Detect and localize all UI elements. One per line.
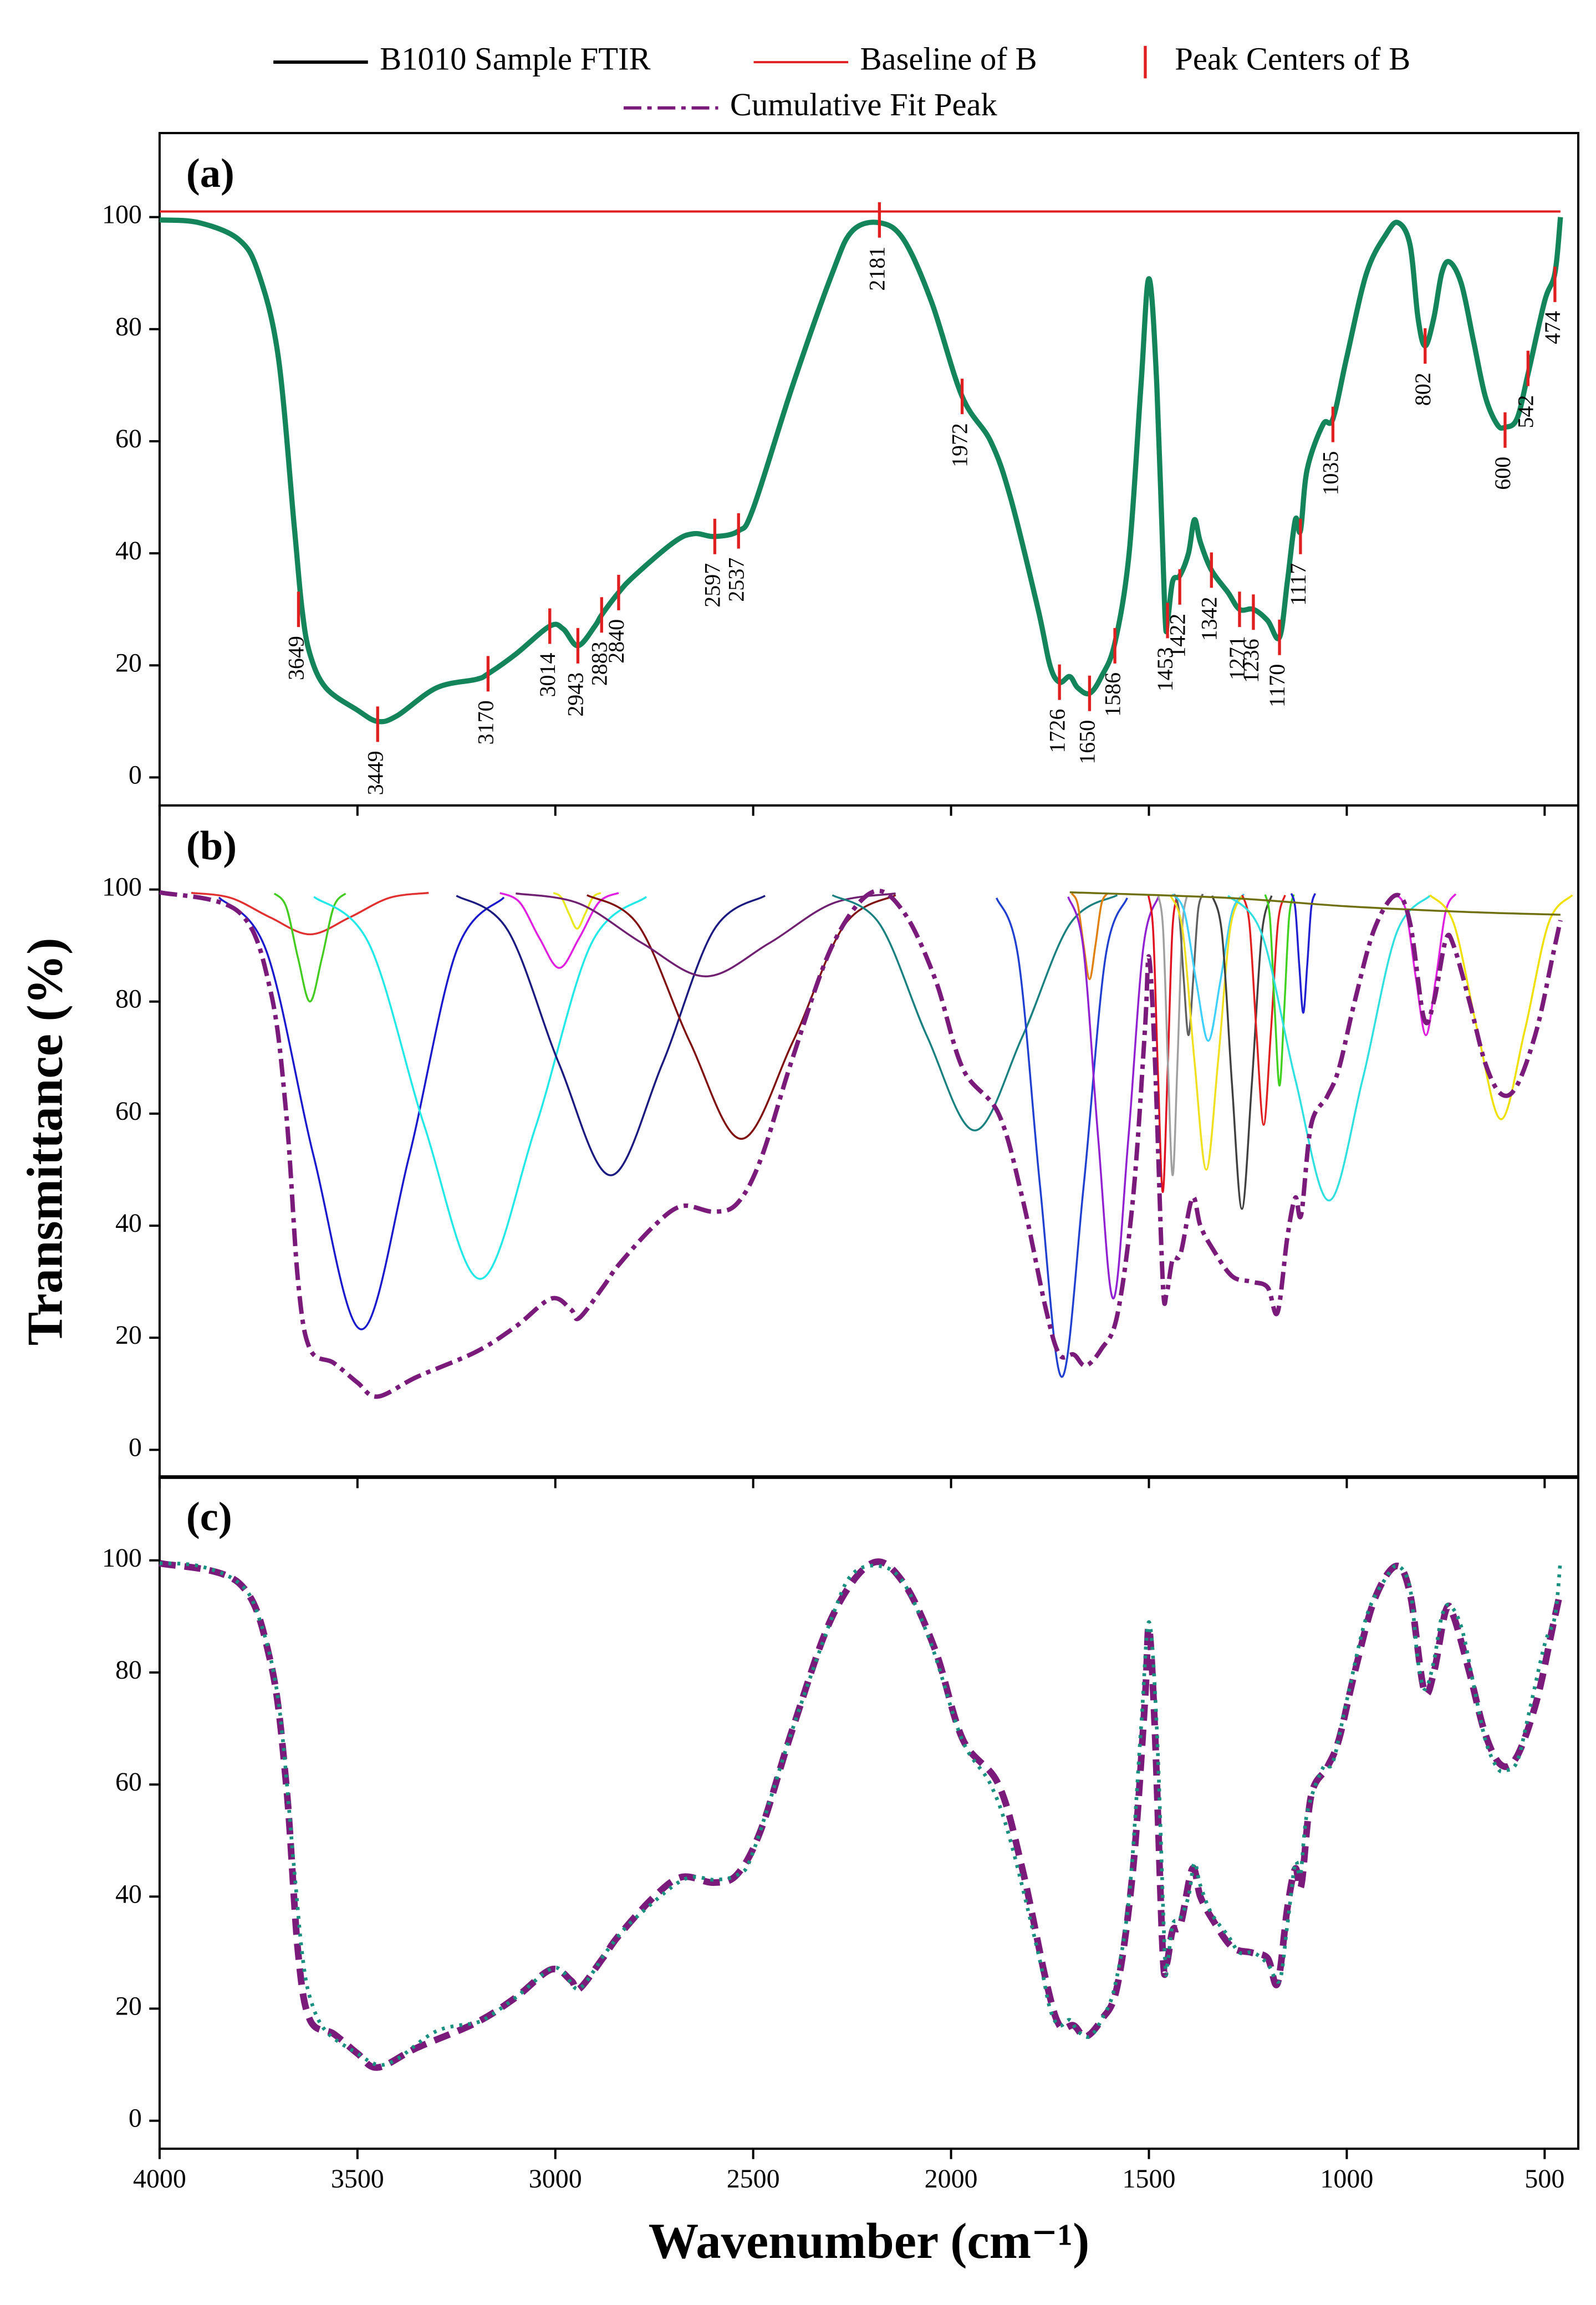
peak-label: 1236 [1238,639,1263,683]
legend-label: B1010 Sample FTIR [380,41,651,77]
component-peak [313,896,647,1280]
component-peak [1170,895,1243,1171]
x-tick-label: 3000 [529,2164,582,2194]
component-peak [1290,893,1316,1014]
y-tick-label: 20 [115,648,142,677]
plot-frame [158,1475,1580,2150]
peak-label: 1035 [1318,451,1343,496]
y-tick-label: 80 [115,312,142,341]
peak-label: 1271 [1225,636,1250,680]
peak-label: 1453 [1153,647,1177,691]
y-tick-label: 100 [102,1543,142,1573]
y-tick-label: 80 [115,985,142,1014]
component-peak [1171,893,1245,1042]
y-tick-label: 60 [115,1767,142,1797]
panel-title: (b) [186,823,237,869]
component-peak [1067,896,1160,1300]
peak-label: 2597 [700,563,725,608]
series-line [159,217,1563,725]
component-peak [191,891,429,936]
y-tick-label: 0 [129,1432,142,1462]
y-tick-label: 20 [115,1991,142,2021]
component-peak [159,1558,1564,2071]
y-tick-label: 0 [129,760,142,789]
peak-label: 3649 [284,636,309,680]
x-tick-label: 2000 [925,2164,978,2194]
component-peak [1227,895,1431,1202]
component-peak [996,897,1128,1378]
peak-label: 1422 [1165,614,1190,658]
peak-label: 2840 [604,619,629,664]
y-tick-label: 60 [115,424,142,453]
component-peak [273,893,346,1003]
peak-label: 1726 [1044,709,1069,753]
peak-label: 2181 [865,247,890,291]
peak-label: 2537 [723,558,748,602]
peak-label: 2943 [563,672,588,717]
legend-label: Peak Centers of B [1175,41,1410,77]
peak-label: 2883 [587,641,611,686]
y-axis-label: Transmittance (%) [17,938,73,1346]
peak-label: 474 [1540,311,1565,344]
component-peak [586,894,896,1140]
series-line [159,888,1563,1399]
y-tick-label: 40 [115,1879,142,1909]
peak-label: 1170 [1264,664,1289,707]
panel-title: (c) [186,1493,232,1539]
component-peak [516,892,896,977]
component-peak [1069,891,1561,916]
peak-label: 802 [1410,373,1435,406]
component-peak [1070,893,1109,981]
peak-label: 3014 [535,652,560,697]
y-tick-label: 60 [115,1097,142,1126]
y-tick-label: 40 [115,1208,142,1238]
peak-label: 1586 [1100,672,1125,717]
y-tick-label: 20 [115,1320,142,1350]
y-tick-label: 100 [102,873,142,902]
y-tick-label: 80 [115,1655,142,1685]
x-tick-label: 4000 [133,2164,186,2194]
y-tick-label: 40 [115,536,142,565]
component-peak [159,1560,1563,2067]
component-peak [1264,894,1295,1087]
peak-label: 1972 [947,423,972,467]
component-peak [1241,895,1286,1126]
peak-label: 600 [1490,457,1515,490]
plot-frame [158,132,1580,807]
component-peak [1211,895,1273,1210]
legend-label: Cumulative Fit Peak [730,86,998,123]
component-peak [1148,895,1178,1194]
peak-label: 1342 [1196,596,1221,641]
y-tick-label: 100 [102,200,142,230]
x-tick-label: 3500 [331,2164,384,2194]
component-peak [1429,894,1573,1120]
component-peak [832,894,1118,1131]
component-peak [218,896,505,1330]
peak-label: 3170 [473,700,498,744]
plot-frame [158,804,1580,1479]
x-tick-label: 1000 [1320,2164,1373,2194]
legend-label: Baseline of B [860,41,1037,77]
peak-label: 542 [1513,395,1538,429]
x-tick-label: 1500 [1123,2164,1176,2194]
x-tick-label: 500 [1524,2164,1564,2194]
peak-label: 1650 [1075,720,1100,764]
peak-label: 1117 [1286,563,1311,606]
x-tick-label: 2500 [727,2164,780,2194]
peak-label: 3449 [363,751,387,795]
component-peak [456,895,766,1176]
y-tick-label: 0 [129,2104,142,2133]
x-axis-label: Wavenumber (cm⁻¹) [649,2213,1090,2269]
component-peak [499,892,619,969]
panel-title: (a) [186,150,234,196]
